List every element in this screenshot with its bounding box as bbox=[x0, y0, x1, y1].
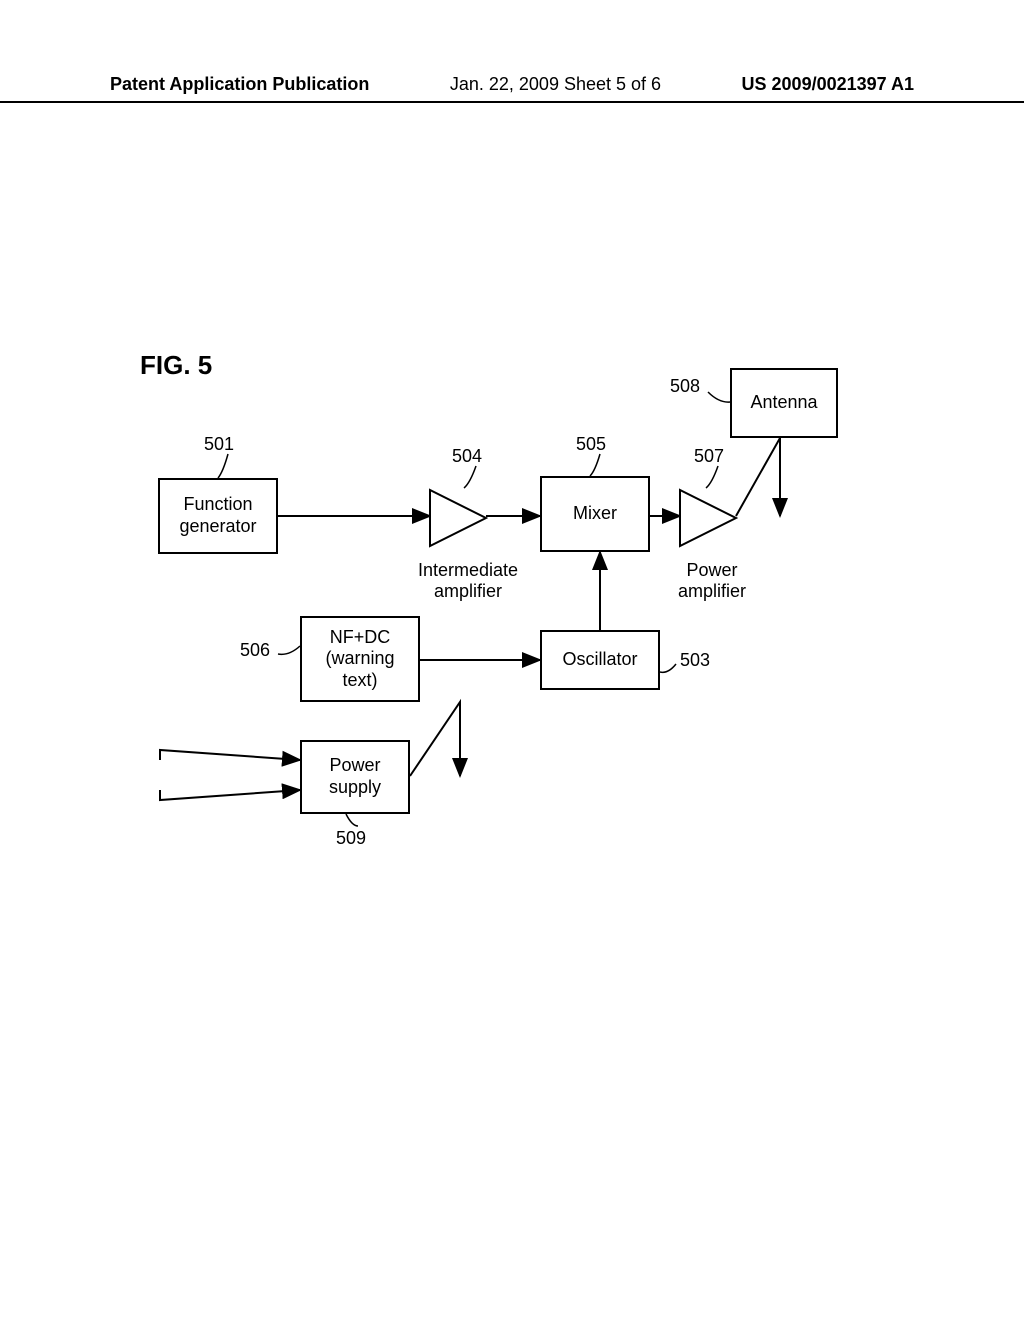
amp-label-power: Power amplifier bbox=[678, 560, 746, 602]
patent-header: Patent Application Publication Jan. 22, … bbox=[0, 74, 1024, 103]
ref-oscillator: 503 bbox=[680, 650, 710, 671]
ref-mixer: 505 bbox=[576, 434, 606, 455]
ref-amp-power: 507 bbox=[694, 446, 724, 467]
header-right: US 2009/0021397 A1 bbox=[742, 74, 914, 95]
block-mixer: Mixer bbox=[540, 476, 650, 552]
edge-3 bbox=[736, 438, 780, 516]
leader-3 bbox=[706, 466, 718, 488]
leader-4 bbox=[708, 392, 730, 402]
edge-7 bbox=[160, 750, 300, 760]
block-oscillator: Oscillator bbox=[540, 630, 660, 690]
figure-5: FIG. 5 Function generator Mixer Antenna NF+… bbox=[100, 350, 920, 950]
leader-2 bbox=[590, 454, 600, 476]
leader-1 bbox=[464, 466, 476, 488]
ref-amp-intermediate: 504 bbox=[452, 446, 482, 467]
block-antenna: Antenna bbox=[730, 368, 838, 438]
edge-6 bbox=[410, 702, 460, 776]
leader-5 bbox=[278, 646, 300, 654]
amplifier-power bbox=[680, 490, 736, 546]
leader-0 bbox=[218, 454, 228, 478]
block-function_gen: Function generator bbox=[158, 478, 278, 554]
figure-title: FIG. 5 bbox=[140, 350, 212, 381]
amplifier-intermediate bbox=[430, 490, 486, 546]
header-left: Patent Application Publication bbox=[110, 74, 369, 95]
ref-nfdc: 506 bbox=[240, 640, 270, 661]
ref-antenna: 508 bbox=[670, 376, 700, 397]
ref-function_gen: 501 bbox=[204, 434, 234, 455]
amp-label-intermediate: Intermediate amplifier bbox=[418, 560, 518, 602]
leader-6 bbox=[660, 664, 676, 672]
ref-power_supply: 509 bbox=[336, 828, 366, 849]
block-power_supply: Power supply bbox=[300, 740, 410, 814]
block-nfdc: NF+DC (warning text) bbox=[300, 616, 420, 702]
leader-7 bbox=[346, 814, 358, 826]
edge-8 bbox=[160, 790, 300, 800]
header-mid: Jan. 22, 2009 Sheet 5 of 6 bbox=[450, 74, 661, 95]
